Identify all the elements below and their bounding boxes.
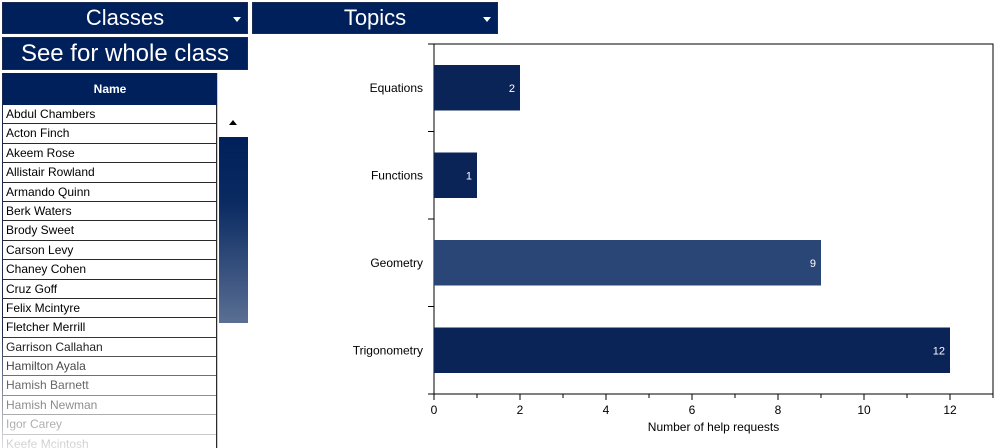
name-column-header: Name (3, 73, 217, 105)
x-tick-label: 10 (857, 403, 871, 417)
x-tick-label: 6 (689, 403, 696, 417)
table-row[interactable]: Hamilton Ayala (3, 357, 217, 377)
table-row[interactable]: Carson Levy (3, 240, 217, 261)
x-tick-label: 2 (517, 403, 524, 417)
help-requests-chart: Equations 2 Functions 1 Geometry 9 Trigonometr… (353, 43, 994, 434)
topics-dropdown[interactable]: Topics (252, 2, 498, 34)
table-row[interactable]: Acton Finch (3, 124, 217, 144)
x-axis-label: Number of help requests (648, 420, 779, 434)
classes-dropdown[interactable]: Classes (2, 2, 248, 34)
data-label: 2 (509, 83, 515, 95)
data-label: 9 (810, 258, 816, 270)
name-list: Abdul Chambers Acton Finch Akeem Rose Allis… (3, 105, 217, 448)
chevron-down-icon (483, 17, 491, 22)
table-row[interactable]: Brody Sweet (3, 221, 217, 241)
table-row[interactable]: Felix Mcintyre (3, 298, 217, 319)
table-row[interactable]: Hamish Barnett (3, 376, 217, 396)
y-tick-label: Functions (371, 168, 423, 182)
table-row[interactable]: Allistair Rowland (3, 163, 217, 183)
x-tick-label: 8 (775, 403, 782, 417)
table-row[interactable]: Cruz Goff (3, 279, 217, 299)
bar (434, 152, 477, 198)
x-tick-label: 4 (603, 403, 610, 417)
bar (434, 65, 520, 111)
table-row[interactable]: Garrison Callahan (3, 337, 217, 358)
see-whole-class-button[interactable]: See for whole class (2, 37, 248, 70)
table-row[interactable]: Abdul Chambers (3, 105, 217, 125)
bar (434, 327, 950, 373)
data-label: 12 (933, 345, 945, 357)
list-scrollbar[interactable] (217, 73, 248, 448)
table-row[interactable]: Hamish Newman (3, 395, 217, 416)
classes-dropdown-label: Classes (85, 5, 165, 30)
scrollbar-thumb[interactable] (219, 137, 248, 323)
x-tick-label: 0 (431, 403, 438, 417)
scroll-up-icon[interactable] (229, 120, 237, 125)
x-tick-label: 12 (943, 403, 957, 417)
table-row[interactable]: Berk Waters (3, 201, 217, 222)
y-tick-label: Equations (370, 81, 423, 95)
table-row[interactable]: Fletcher Merrill (3, 318, 217, 338)
y-tick-label: Trigonometry (353, 343, 423, 357)
chevron-down-icon (233, 17, 241, 22)
table-row[interactable]: Igor Carey (3, 415, 217, 435)
data-label: 1 (466, 170, 472, 182)
bar (434, 240, 821, 286)
table-row[interactable]: Chaney Cohen (3, 260, 217, 280)
table-row[interactable]: Armando Quinn (3, 182, 217, 202)
name-table: Name Abdul Chambers Acton Finch Akeem Rose… (2, 73, 217, 448)
topics-dropdown-label: Topics (343, 5, 407, 30)
y-tick-label: Geometry (370, 256, 423, 270)
table-row[interactable]: Keefe Mcintosh (3, 434, 217, 448)
table-row[interactable]: Akeem Rose (3, 143, 217, 164)
